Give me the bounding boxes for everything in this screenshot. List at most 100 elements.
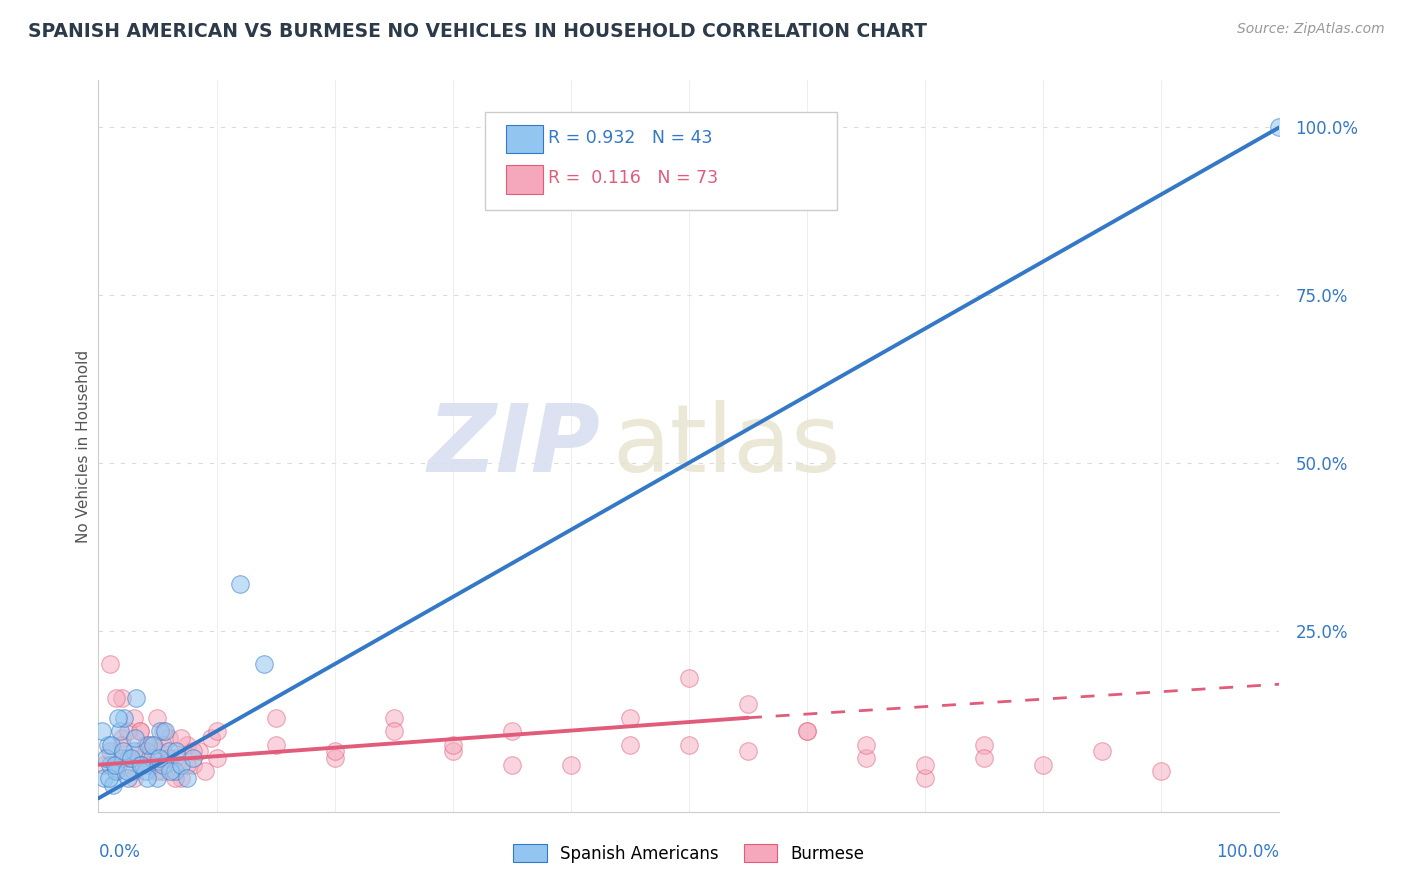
- Point: [323, 744, 346, 758]
- Point: [165, 771, 187, 785]
- Point: [111, 738, 134, 752]
- Point: [619, 738, 641, 752]
- Point: [152, 738, 174, 752]
- Point: [105, 690, 128, 705]
- Text: R = 0.932   N = 43: R = 0.932 N = 43: [548, 129, 713, 147]
- Point: [111, 690, 134, 705]
- Point: [152, 757, 174, 772]
- Point: [122, 771, 145, 785]
- Point: [441, 744, 464, 758]
- Point: [855, 738, 877, 752]
- Point: [170, 731, 193, 745]
- Point: [205, 724, 228, 739]
- Point: [560, 757, 582, 772]
- Point: [1091, 744, 1114, 758]
- Point: [107, 711, 129, 725]
- Point: [91, 724, 114, 739]
- Point: [176, 771, 198, 785]
- Point: [111, 751, 134, 765]
- Point: [181, 751, 204, 765]
- Point: [98, 771, 121, 785]
- Point: [108, 724, 131, 739]
- Point: [165, 764, 187, 779]
- Point: [264, 711, 287, 725]
- Point: [146, 764, 169, 779]
- Text: Source: ZipAtlas.com: Source: ZipAtlas.com: [1237, 22, 1385, 37]
- Point: [153, 724, 176, 739]
- Point: [914, 757, 936, 772]
- Point: [187, 744, 209, 758]
- Point: [264, 738, 287, 752]
- Point: [135, 738, 157, 752]
- Text: atlas: atlas: [612, 400, 841, 492]
- Point: [122, 711, 145, 725]
- Point: [157, 751, 180, 765]
- Point: [165, 751, 187, 765]
- Point: [619, 711, 641, 725]
- Point: [128, 724, 150, 739]
- Point: [117, 724, 139, 739]
- Point: [170, 757, 193, 772]
- Point: [97, 738, 120, 752]
- Text: SPANISH AMERICAN VS BURMESE NO VEHICLES IN HOUSEHOLD CORRELATION CHART: SPANISH AMERICAN VS BURMESE NO VEHICLES …: [28, 22, 927, 41]
- Point: [101, 778, 124, 792]
- Point: [149, 724, 172, 739]
- Point: [441, 738, 464, 752]
- Point: [146, 711, 169, 725]
- Point: [678, 738, 700, 752]
- Point: [141, 738, 163, 752]
- Point: [141, 757, 163, 772]
- Point: [159, 764, 181, 779]
- Text: ZIP: ZIP: [427, 400, 600, 492]
- Point: [104, 757, 127, 772]
- Point: [141, 757, 163, 772]
- Point: [135, 764, 157, 779]
- Point: [128, 724, 150, 739]
- Point: [165, 744, 187, 758]
- Point: [98, 657, 121, 671]
- Point: [93, 757, 115, 772]
- Point: [117, 771, 139, 785]
- Legend: Spanish Americans, Burmese: Spanish Americans, Burmese: [506, 838, 872, 869]
- Point: [1150, 764, 1173, 779]
- Point: [93, 771, 115, 785]
- Point: [135, 771, 157, 785]
- Point: [737, 698, 759, 712]
- Point: [157, 731, 180, 745]
- Point: [111, 731, 134, 745]
- Point: [501, 724, 523, 739]
- Point: [112, 744, 135, 758]
- Point: [98, 757, 121, 772]
- Point: [135, 744, 157, 758]
- Point: [148, 751, 170, 765]
- Point: [181, 757, 204, 772]
- Point: [796, 724, 818, 739]
- Point: [973, 751, 995, 765]
- Point: [142, 738, 165, 752]
- Point: [125, 690, 148, 705]
- Point: [124, 731, 146, 745]
- Point: [678, 671, 700, 685]
- Point: [141, 751, 163, 765]
- Point: [796, 724, 818, 739]
- Point: [117, 751, 139, 765]
- Point: [157, 751, 180, 765]
- Point: [128, 757, 150, 772]
- Point: [855, 751, 877, 765]
- Point: [115, 764, 138, 779]
- Point: [117, 751, 139, 765]
- Point: [136, 738, 159, 752]
- Point: [121, 751, 143, 765]
- Point: [181, 744, 204, 758]
- Point: [382, 724, 405, 739]
- Point: [914, 771, 936, 785]
- Point: [194, 764, 217, 779]
- Text: 100.0%: 100.0%: [1216, 843, 1279, 861]
- Point: [105, 764, 128, 779]
- Point: [135, 757, 157, 772]
- Y-axis label: No Vehicles in Household: No Vehicles in Household: [76, 350, 91, 542]
- Text: 0.0%: 0.0%: [98, 843, 141, 861]
- Point: [200, 731, 222, 745]
- Point: [205, 751, 228, 765]
- Point: [129, 757, 152, 772]
